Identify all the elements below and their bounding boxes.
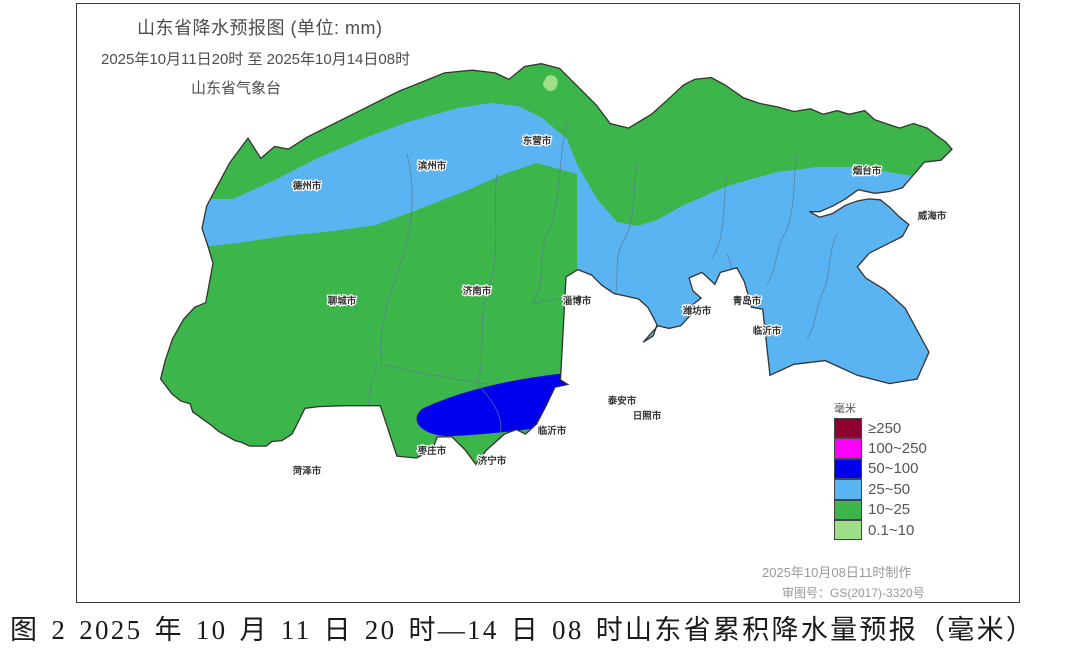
svg-text:威海市: 威海市: [918, 210, 947, 222]
svg-text:泰安市: 泰安市: [607, 395, 637, 407]
svg-text:聊城市: 聊城市: [328, 295, 357, 307]
svg-text:临沂市: 临沂市: [538, 425, 567, 437]
svg-text:青岛市: 青岛市: [733, 295, 762, 307]
svg-text:烟台市: 烟台市: [853, 165, 882, 177]
svg-text:东营市: 东营市: [523, 135, 552, 147]
svg-text:滨州市: 滨州市: [418, 160, 447, 172]
svg-text:临沂市: 临沂市: [753, 325, 782, 337]
svg-text:菏泽市: 菏泽市: [293, 465, 322, 477]
svg-text:德州市: 德州市: [293, 180, 322, 192]
svg-text:潍坊市: 潍坊市: [683, 305, 712, 317]
svg-text:济南市: 济南市: [463, 285, 492, 297]
svg-text:枣庄市: 枣庄市: [417, 445, 447, 457]
svg-text:日照市: 日照市: [633, 410, 662, 422]
svg-text:淄博市: 淄博市: [563, 295, 592, 307]
svg-text:济宁市: 济宁市: [478, 455, 507, 467]
